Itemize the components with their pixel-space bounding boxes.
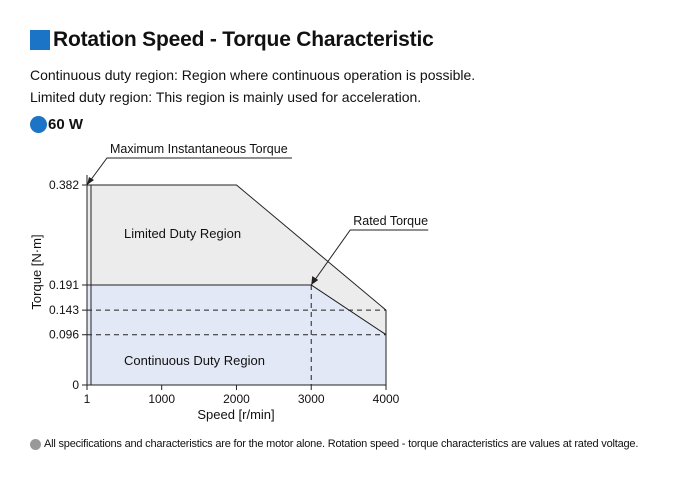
footnote-row: All specifications and characteristics a… (30, 438, 638, 450)
x-tick-label: 2000 (223, 392, 250, 406)
x-tick-label: 1000 (148, 392, 175, 406)
chart-annotations: Maximum Instantaneous Torque Rated Torque (86, 142, 429, 286)
x-axis-label: Speed [r/min] (197, 407, 274, 422)
y-axis-label: Torque [N·m] (29, 234, 44, 309)
reference-lines (87, 285, 386, 385)
model-label: 60 W (48, 116, 84, 133)
max-torque-leader-line (86, 157, 292, 186)
y-tick-label: 0.143 (49, 303, 79, 317)
footnote-text: All specifications and characteristics a… (44, 438, 639, 450)
y-tick-label: 0 (72, 378, 79, 392)
description-continuous: Continuous duty region: Region where con… (30, 67, 476, 83)
max-torque-annotation: Maximum Instantaneous Torque (110, 142, 288, 156)
y-tick-label: 0.191 (49, 278, 79, 292)
x-tick-label: 1 (84, 392, 91, 406)
circle-bullet-icon (30, 116, 47, 133)
circle-bullet-icon (30, 438, 41, 450)
chart-ticks: 0 0.096 0.143 0.191 0.382 1 1000 2000 3000 4000 (49, 178, 400, 406)
x-tick-label: 4000 (373, 392, 400, 406)
x-tick-label: 3000 (298, 392, 325, 406)
page-title: Rotation Speed - Torque Characteristic (53, 28, 434, 51)
title-row: Rotation Speed - Torque Characteristic (30, 28, 434, 52)
model-badge: 60 W (30, 116, 83, 133)
rated-torque-leader-line (310, 229, 429, 286)
y-tick-label: 0.096 (49, 328, 79, 342)
region-label-limited: Limited Duty Region (124, 226, 241, 241)
region-label-continuous: Continuous Duty Region (124, 353, 265, 368)
arrow-head-icon (87, 177, 94, 185)
description-limited: Limited duty region: This region is main… (30, 89, 422, 105)
y-tick-label: 0.382 (49, 178, 79, 192)
rated-torque-annotation: Rated Torque (353, 214, 428, 228)
arrow-head-icon (311, 276, 319, 285)
square-bullet-icon (30, 30, 50, 50)
